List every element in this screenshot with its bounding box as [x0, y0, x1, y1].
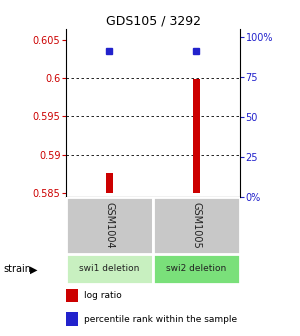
Bar — [66, 197, 153, 254]
Title: GDS105 / 3292: GDS105 / 3292 — [106, 14, 200, 28]
Text: swi1 deletion: swi1 deletion — [79, 264, 140, 273]
Bar — [193, 79, 200, 193]
Text: GSM1005: GSM1005 — [191, 202, 202, 249]
Text: percentile rank within the sample: percentile rank within the sample — [84, 315, 237, 324]
Bar — [153, 197, 240, 254]
Bar — [66, 254, 153, 284]
Text: GSM1004: GSM1004 — [104, 202, 115, 248]
Bar — [106, 173, 113, 193]
Text: strain: strain — [3, 264, 31, 275]
Bar — [153, 254, 240, 284]
Text: swi2 deletion: swi2 deletion — [167, 264, 226, 273]
Text: log ratio: log ratio — [84, 291, 122, 300]
Text: ▶: ▶ — [30, 264, 38, 275]
